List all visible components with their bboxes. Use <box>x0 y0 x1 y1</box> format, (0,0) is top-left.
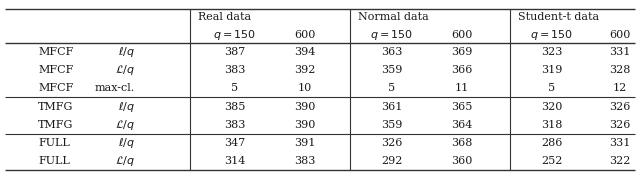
Text: 361: 361 <box>381 102 403 112</box>
Text: 331: 331 <box>609 138 630 148</box>
Text: MFCF: MFCF <box>38 65 74 75</box>
Text: 387: 387 <box>225 47 246 57</box>
Text: 347: 347 <box>225 138 246 148</box>
Text: 12: 12 <box>613 83 627 93</box>
Text: 359: 359 <box>381 65 403 75</box>
Text: $\ell/q$: $\ell/q$ <box>118 45 135 59</box>
Text: 328: 328 <box>609 65 630 75</box>
Text: 363: 363 <box>381 47 403 57</box>
Text: $q=150$: $q=150$ <box>371 28 413 42</box>
Text: $q=150$: $q=150$ <box>213 28 257 42</box>
Text: 323: 323 <box>541 47 563 57</box>
Text: 368: 368 <box>451 138 473 148</box>
Text: 319: 319 <box>541 65 563 75</box>
Text: 391: 391 <box>294 138 316 148</box>
Text: 322: 322 <box>609 156 630 166</box>
Text: 252: 252 <box>541 156 563 166</box>
Text: 292: 292 <box>381 156 403 166</box>
Text: $q=150$: $q=150$ <box>531 28 573 42</box>
Text: 600: 600 <box>451 30 473 39</box>
Text: 600: 600 <box>609 30 630 39</box>
Text: 364: 364 <box>451 120 473 130</box>
Text: 10: 10 <box>298 83 312 93</box>
Text: MFCF: MFCF <box>38 83 74 93</box>
Text: 390: 390 <box>294 120 316 130</box>
Text: $\mathcal{L}/q$: $\mathcal{L}/q$ <box>115 118 135 132</box>
Text: 366: 366 <box>451 65 473 75</box>
Text: $\mathcal{L}/q$: $\mathcal{L}/q$ <box>115 154 135 168</box>
Text: Student-t data: Student-t data <box>518 12 599 22</box>
Text: 5: 5 <box>548 83 556 93</box>
Text: 369: 369 <box>451 47 473 57</box>
Text: 600: 600 <box>294 30 316 39</box>
Text: $\mathcal{L}/q$: $\mathcal{L}/q$ <box>115 63 135 77</box>
Text: MFCF: MFCF <box>38 47 74 57</box>
Text: 326: 326 <box>609 102 630 112</box>
Text: 392: 392 <box>294 65 316 75</box>
Text: 359: 359 <box>381 120 403 130</box>
Text: 360: 360 <box>451 156 473 166</box>
Text: 390: 390 <box>294 102 316 112</box>
Text: $\ell/q$: $\ell/q$ <box>118 136 135 150</box>
Text: 326: 326 <box>381 138 403 148</box>
Text: 320: 320 <box>541 102 563 112</box>
Text: 318: 318 <box>541 120 563 130</box>
Text: 286: 286 <box>541 138 563 148</box>
Text: 365: 365 <box>451 102 473 112</box>
Text: 11: 11 <box>455 83 469 93</box>
Text: FULL: FULL <box>38 138 70 148</box>
Text: 383: 383 <box>224 120 246 130</box>
Text: $\ell/q$: $\ell/q$ <box>118 99 135 113</box>
Text: 331: 331 <box>609 47 630 57</box>
Text: 383: 383 <box>294 156 316 166</box>
Text: 5: 5 <box>232 83 239 93</box>
Text: Real data: Real data <box>198 12 251 22</box>
Text: 5: 5 <box>388 83 396 93</box>
Text: FULL: FULL <box>38 156 70 166</box>
Text: max-cl.: max-cl. <box>95 83 135 93</box>
Text: Normal data: Normal data <box>358 12 429 22</box>
Text: 385: 385 <box>224 102 246 112</box>
Text: TMFG: TMFG <box>38 102 74 112</box>
Text: TMFG: TMFG <box>38 120 74 130</box>
Text: 383: 383 <box>224 65 246 75</box>
Text: 394: 394 <box>294 47 316 57</box>
Text: 326: 326 <box>609 120 630 130</box>
Text: 314: 314 <box>224 156 246 166</box>
